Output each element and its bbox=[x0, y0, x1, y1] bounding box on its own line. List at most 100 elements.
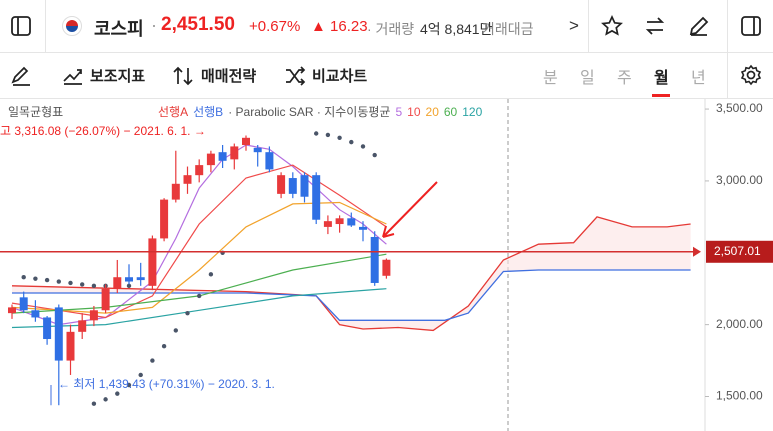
period[interactable]: 년 bbox=[691, 70, 706, 87]
candle-body bbox=[359, 226, 367, 230]
indicator-icon bbox=[63, 69, 82, 85]
candle-body bbox=[148, 238, 157, 286]
span-b bbox=[12, 269, 691, 321]
y-tick-label: 1,500.00 bbox=[716, 389, 763, 403]
y-tick-label: 2,000.00 bbox=[716, 317, 763, 331]
change-pct: +0.67% bbox=[249, 18, 301, 35]
candle-body bbox=[253, 147, 262, 153]
sar-dot bbox=[33, 276, 38, 281]
candle-body bbox=[136, 277, 145, 281]
legend-entry: 10 bbox=[407, 105, 421, 119]
candle-body bbox=[347, 218, 356, 226]
tool[interactable]: 비교차트 bbox=[312, 68, 368, 85]
sar-dot bbox=[173, 328, 178, 333]
moving-average bbox=[11, 201, 387, 314]
tool[interactable]: 보조지표 bbox=[90, 68, 146, 85]
sar-dot bbox=[126, 283, 132, 289]
swap-button[interactable] bbox=[644, 15, 666, 37]
star-button[interactable] bbox=[601, 15, 623, 37]
sar-dot bbox=[360, 144, 366, 149]
sar-dot bbox=[56, 279, 61, 284]
sar-dot bbox=[208, 272, 214, 277]
sar-dot bbox=[314, 131, 319, 136]
candle-body bbox=[113, 277, 122, 289]
cloud bbox=[12, 216, 691, 331]
current-label: 2,507.01 bbox=[714, 244, 761, 258]
moving-average bbox=[11, 164, 387, 319]
candle-body bbox=[382, 259, 391, 276]
settings-button[interactable] bbox=[740, 64, 762, 86]
sar-dot bbox=[185, 310, 190, 316]
candle-body bbox=[242, 137, 250, 145]
period[interactable]: 분 bbox=[543, 70, 558, 87]
tool-bar: 보조지표 매매전략 비교차트 분 일 주 월 년 bbox=[0, 53, 773, 99]
panel-button[interactable] bbox=[741, 16, 761, 36]
strategy-icon bbox=[173, 66, 193, 86]
index-name: 코스피 bbox=[94, 19, 144, 39]
change: ▲ 16.23 bbox=[311, 18, 368, 35]
y-tick-label: 3,500.00 bbox=[716, 101, 763, 115]
high-note: 고 3,316.08 (−26.07%) − 2021. 6. 1. → bbox=[0, 124, 206, 138]
sar-dot bbox=[21, 275, 26, 280]
candle-body bbox=[370, 236, 379, 283]
sar-dot bbox=[91, 283, 97, 289]
sar-dot bbox=[337, 135, 342, 141]
divider bbox=[727, 53, 728, 98]
candle-body bbox=[265, 152, 274, 170]
period[interactable]: 일 bbox=[580, 70, 595, 87]
candle-body bbox=[230, 146, 239, 160]
candle-body bbox=[66, 331, 75, 361]
candle-body bbox=[43, 317, 52, 340]
candle-body bbox=[277, 175, 286, 194]
draw-button[interactable] bbox=[10, 65, 32, 87]
tool[interactable]: 매매전략 bbox=[201, 68, 257, 85]
sep: · bbox=[151, 15, 157, 35]
legend-entry: · Parabolic SAR · 지수이동평균 bbox=[228, 105, 390, 119]
value-label: 거래대금 bbox=[482, 21, 534, 37]
edit-button[interactable] bbox=[688, 15, 710, 37]
candle-body bbox=[101, 288, 110, 311]
current-arrow bbox=[693, 246, 701, 257]
volume: 4억 8,841만 bbox=[420, 21, 493, 37]
sar-dot bbox=[68, 280, 73, 286]
volume-label: · 거래량 bbox=[367, 21, 415, 37]
legend-entry: 60 bbox=[444, 105, 458, 119]
divider bbox=[45, 0, 46, 52]
candle-body bbox=[323, 221, 332, 227]
sar-dot bbox=[115, 391, 120, 396]
legend-entry: 5 bbox=[395, 105, 402, 119]
candle-body bbox=[206, 153, 215, 166]
sar-dot bbox=[103, 397, 108, 402]
current-box bbox=[706, 240, 773, 263]
chart: 3,500.00 3,000.00 2,000.00 1,500.00 2,507.01… bbox=[0, 99, 773, 431]
candle-body bbox=[335, 218, 344, 225]
sar-dot bbox=[80, 282, 85, 287]
period[interactable]: 월 bbox=[654, 70, 669, 87]
candle-body bbox=[312, 175, 321, 220]
legend-entry: 선행A bbox=[158, 104, 188, 119]
divider bbox=[588, 0, 589, 52]
candle-body bbox=[89, 310, 98, 321]
sar-dot bbox=[161, 344, 167, 349]
sidebar-button[interactable] bbox=[11, 16, 31, 36]
legend-entry: 120 bbox=[462, 105, 482, 119]
sar-dot bbox=[138, 372, 143, 378]
price: 2,451.50 bbox=[161, 14, 235, 35]
candle-body bbox=[183, 175, 192, 184]
sar-dot bbox=[91, 401, 97, 406]
sar-dot bbox=[150, 358, 155, 363]
sar-dot bbox=[197, 293, 202, 299]
more[interactable]: > bbox=[569, 16, 579, 35]
sar-dot bbox=[325, 132, 331, 138]
divider bbox=[727, 0, 728, 52]
candle-body bbox=[300, 175, 309, 197]
legend-entry: 일목균형표 bbox=[8, 105, 63, 119]
moving-average bbox=[11, 253, 387, 314]
candle-body bbox=[125, 277, 133, 282]
period-underline bbox=[652, 94, 670, 97]
period[interactable]: 주 bbox=[617, 70, 632, 87]
flag bbox=[62, 16, 82, 36]
candle-body bbox=[218, 152, 227, 161]
candle-body bbox=[78, 320, 87, 332]
